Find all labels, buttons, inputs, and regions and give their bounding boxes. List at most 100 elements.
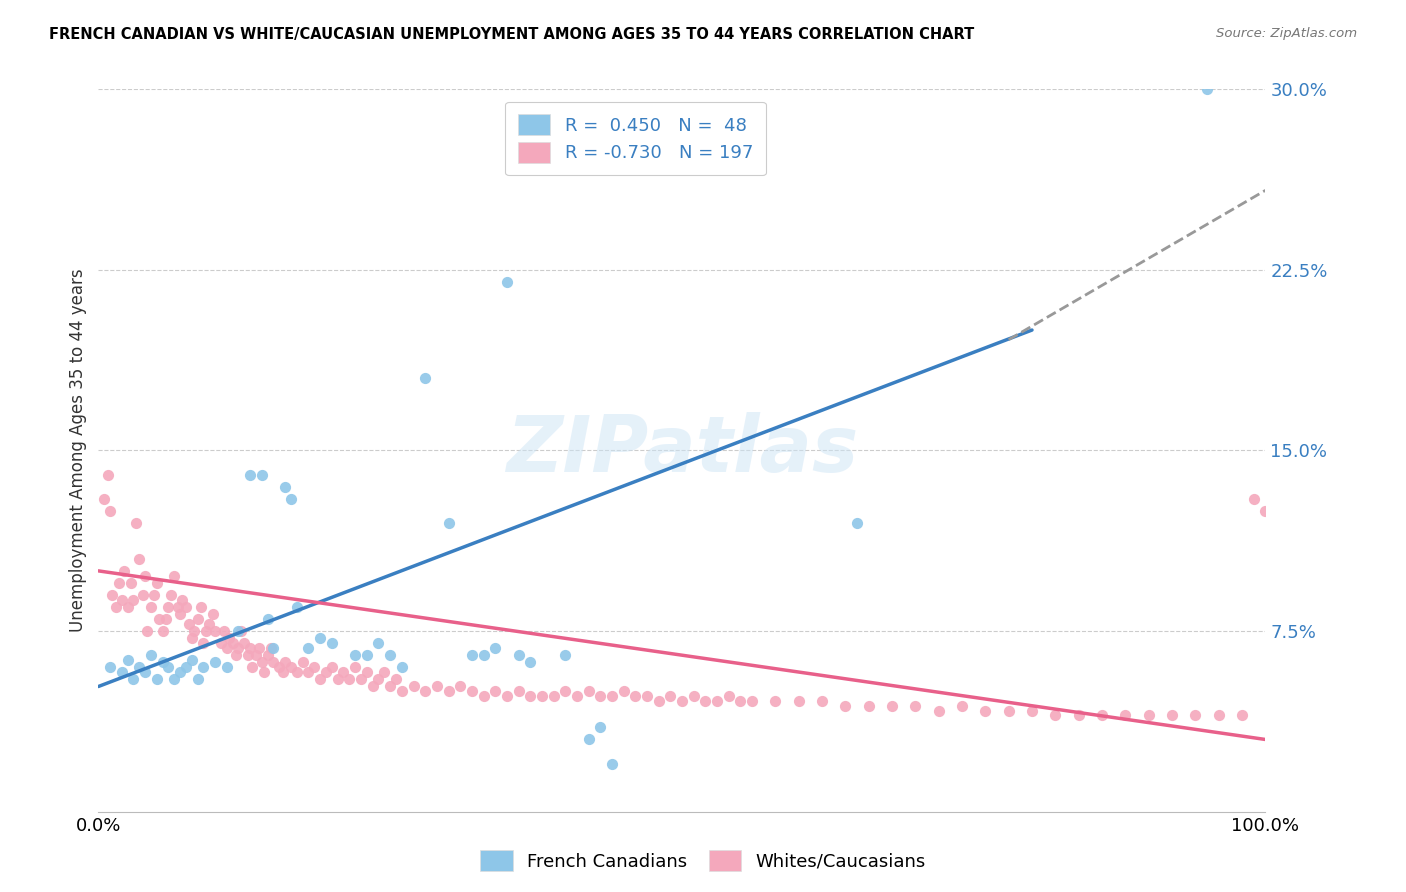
Point	[695, 694, 717, 708]
Point	[350, 673, 373, 687]
Point	[101, 588, 124, 602]
Point	[385, 673, 408, 687]
Point	[262, 640, 284, 655]
Point	[1195, 82, 1218, 96]
Point	[565, 689, 588, 703]
Point	[111, 665, 134, 679]
Point	[152, 624, 174, 639]
Point	[361, 680, 384, 694]
Point	[157, 660, 180, 674]
Point	[193, 636, 215, 650]
Point	[122, 673, 145, 687]
Point	[221, 636, 243, 650]
Point	[256, 648, 278, 662]
Point	[152, 656, 174, 670]
Point	[461, 648, 484, 662]
Point	[706, 694, 728, 708]
Point	[636, 689, 658, 703]
Legend: R =  0.450   N =  48, R = -0.730   N = 197: R = 0.450 N = 48, R = -0.730 N = 197	[505, 102, 765, 175]
Point	[763, 694, 786, 708]
Point	[163, 568, 186, 582]
Point	[578, 732, 600, 747]
Point	[321, 660, 343, 674]
Point	[496, 275, 519, 289]
Point	[904, 698, 927, 713]
Point	[402, 680, 425, 694]
Point	[519, 656, 541, 670]
Point	[98, 503, 121, 517]
Point	[344, 648, 367, 662]
Point	[179, 616, 201, 631]
Point	[437, 684, 460, 698]
Point	[228, 624, 250, 639]
Point	[659, 689, 682, 703]
Point	[950, 698, 973, 713]
Point	[671, 694, 693, 708]
Point	[437, 516, 460, 530]
Point	[180, 632, 202, 646]
Point	[136, 624, 159, 639]
Point	[134, 665, 156, 679]
Point	[717, 689, 740, 703]
Point	[204, 624, 226, 639]
Point	[304, 660, 326, 674]
Legend: French Canadians, Whites/Caucasians: French Canadians, Whites/Caucasians	[472, 843, 934, 879]
Point	[846, 516, 869, 530]
Point	[262, 656, 284, 670]
Point	[589, 689, 612, 703]
Point	[647, 694, 669, 708]
Point	[128, 660, 150, 674]
Point	[928, 704, 950, 718]
Point	[274, 480, 297, 494]
Point	[260, 640, 283, 655]
Point	[413, 684, 436, 698]
Point	[218, 632, 240, 646]
Point	[256, 612, 278, 626]
Point	[239, 467, 262, 482]
Point	[128, 551, 150, 566]
Point	[1067, 708, 1090, 723]
Point	[297, 665, 319, 679]
Point	[250, 656, 273, 670]
Point	[391, 684, 413, 698]
Point	[297, 640, 319, 655]
Point	[391, 660, 413, 674]
Point	[143, 588, 166, 602]
Point	[1091, 708, 1114, 723]
Point	[112, 564, 135, 578]
Point	[741, 694, 763, 708]
Point	[997, 704, 1019, 718]
Point	[269, 660, 291, 674]
Point	[321, 636, 343, 650]
Point	[201, 607, 224, 622]
Point	[578, 684, 600, 698]
Point	[280, 660, 302, 674]
Point	[174, 599, 197, 614]
Point	[125, 516, 148, 530]
Point	[166, 599, 188, 614]
Point	[214, 624, 236, 639]
Point	[139, 599, 162, 614]
Point	[193, 660, 215, 674]
Point	[93, 491, 115, 506]
Point	[229, 624, 252, 639]
Point	[285, 665, 308, 679]
Text: ZIPatlas: ZIPatlas	[506, 412, 858, 489]
Point	[309, 632, 332, 646]
Point	[215, 660, 238, 674]
Y-axis label: Unemployment Among Ages 35 to 44 years: Unemployment Among Ages 35 to 44 years	[69, 268, 87, 632]
Point	[787, 694, 810, 708]
Point	[811, 694, 834, 708]
Point	[449, 680, 471, 694]
Point	[600, 756, 623, 771]
Point	[356, 665, 378, 679]
Point	[880, 698, 903, 713]
Point	[337, 673, 360, 687]
Point	[1114, 708, 1136, 723]
Point	[187, 673, 209, 687]
Point	[682, 689, 704, 703]
Point	[209, 636, 232, 650]
Point	[215, 640, 238, 655]
Point	[172, 592, 194, 607]
Point	[309, 673, 332, 687]
